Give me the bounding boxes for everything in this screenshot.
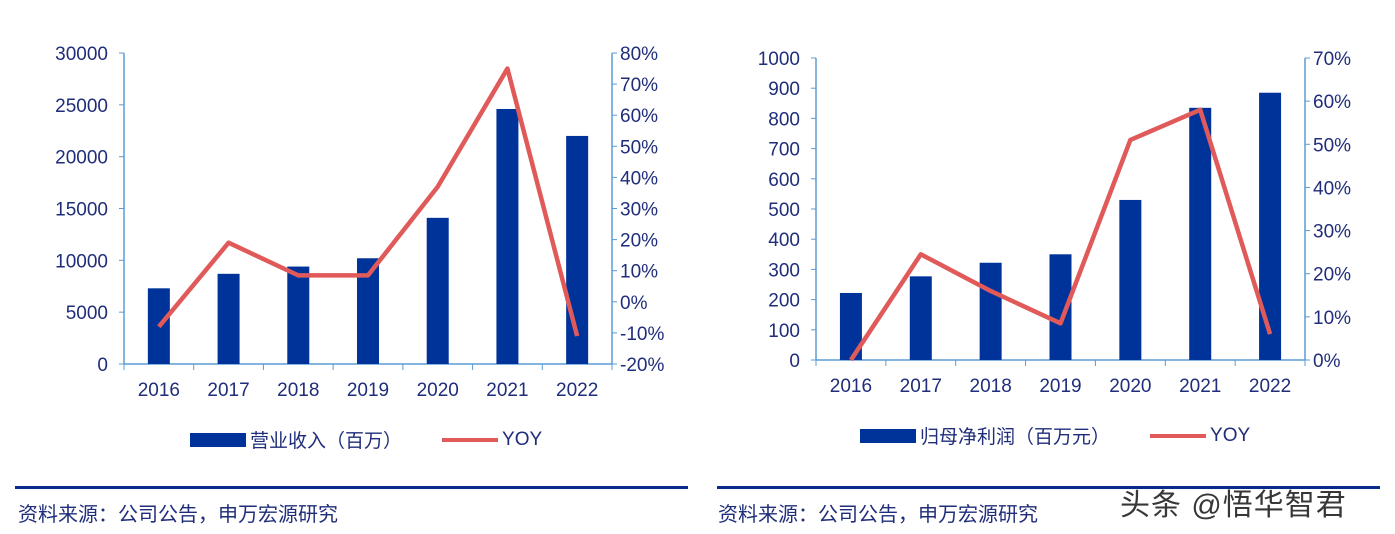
y2-tick-label: 30%: [620, 200, 658, 221]
x-tick-label: 2017: [207, 380, 249, 401]
x-tick-label: 2017: [900, 376, 942, 397]
y-tick-label: 200: [768, 291, 800, 312]
y-tick-label: 0: [789, 351, 800, 372]
bar-2017: [217, 273, 240, 364]
y2-tick-label: 30%: [1313, 222, 1351, 243]
y2-tick-label: 70%: [620, 75, 658, 96]
y2-tick-label: 50%: [620, 137, 658, 158]
y2-tick-label: 0%: [1313, 351, 1341, 372]
y-tick-label: 900: [768, 79, 800, 100]
divider-right: [717, 486, 1380, 489]
x-tick-label: 2018: [970, 376, 1012, 397]
y2-tick-label: 80%: [620, 44, 658, 65]
y-tick-label: 15000: [55, 200, 108, 221]
y2-tick-label: 20%: [1313, 265, 1351, 286]
y2-tick-label: 10%: [620, 262, 658, 283]
legend-line-swatch: [1150, 433, 1207, 438]
source-note-left: 资料来源：公司公告，申万宏源研究: [18, 504, 338, 526]
bar-2018: [979, 262, 1002, 360]
y2-tick-label: 0%: [620, 293, 648, 314]
bar-2021: [496, 108, 519, 364]
y2-tick-label: 70%: [1313, 49, 1351, 70]
y2-tick-label: 60%: [1313, 92, 1351, 113]
y-tick-label: 10000: [55, 251, 108, 272]
x-tick-label: 2020: [1109, 376, 1151, 397]
x-tick-label: 2021: [486, 380, 528, 401]
y-tick-label: 100: [768, 321, 800, 342]
x-tick-label: 2021: [1179, 376, 1221, 397]
y2-tick-label: -10%: [620, 324, 664, 345]
divider-left: [15, 486, 688, 489]
x-tick-label: 2018: [277, 380, 319, 401]
bar-2021: [1189, 107, 1212, 360]
x-tick-label: 2016: [138, 380, 180, 401]
y-tick-label: 25000: [55, 96, 108, 117]
y-tick-label: 0: [97, 355, 108, 376]
bar-2020: [426, 217, 449, 364]
y-tick-label: 700: [768, 140, 800, 161]
y-tick-label: 20000: [55, 148, 108, 169]
y2-tick-label: -20%: [620, 355, 664, 376]
y2-tick-label: 40%: [620, 168, 658, 189]
y-tick-label: 500: [768, 200, 800, 221]
legend-bar-label: 营业收入（百万）: [250, 431, 403, 452]
source-note-right: 资料来源：公司公告，申万宏源研究: [718, 504, 1038, 526]
bar-2018: [287, 266, 310, 364]
y2-tick-label: 20%: [620, 231, 658, 252]
x-tick-label: 2019: [1039, 376, 1081, 397]
legend-bar-swatch: [190, 432, 246, 447]
bar-2019: [1049, 254, 1072, 360]
y-tick-label: 5000: [66, 303, 108, 324]
y-tick-label: 300: [768, 260, 800, 281]
x-tick-label: 2020: [417, 380, 459, 401]
legend-bar-swatch: [860, 428, 916, 443]
legend-left: 营业收入（百万） YOY: [190, 426, 542, 453]
x-tick-label: 2019: [347, 380, 389, 401]
bar-2022: [1259, 92, 1282, 360]
watermark: 头条 @悟华智君: [1120, 489, 1347, 522]
bar-2019: [357, 258, 379, 364]
bar-2016: [839, 292, 862, 360]
y2-tick-label: 10%: [1313, 308, 1351, 329]
y-tick-label: 1000: [758, 49, 800, 70]
chart-2: 0 100 200 300 400 500 600 700 800 900 1000 0% 10% 20%…: [758, 49, 1351, 397]
y2-tick-label: 60%: [620, 106, 658, 127]
y-tick-label: 600: [768, 170, 800, 191]
bar-2020: [1119, 199, 1142, 360]
y-tick-label: 30000: [55, 44, 108, 65]
legend-bar-label: 归母净利润（百万元）: [920, 427, 1111, 448]
legend-line-label: YOY: [502, 428, 543, 450]
legend-line-label: YOY: [1210, 424, 1251, 446]
chart-1: 0 5000 10000 15000 20000 25000 30000 -20% -10% 0%…: [55, 44, 664, 401]
y2-tick-label: 50%: [1313, 135, 1351, 156]
legend-line-swatch: [442, 437, 499, 442]
y-tick-label: 800: [768, 109, 800, 130]
x-tick-label: 2022: [1249, 376, 1291, 397]
y2-tick-label: 40%: [1313, 178, 1351, 199]
x-tick-label: 2022: [556, 380, 598, 401]
x-tick-label: 2016: [830, 376, 872, 397]
legend-right: 归母净利润（百万元） YOY: [860, 422, 1250, 449]
y-tick-label: 400: [768, 230, 800, 251]
bar-2017: [909, 276, 932, 360]
